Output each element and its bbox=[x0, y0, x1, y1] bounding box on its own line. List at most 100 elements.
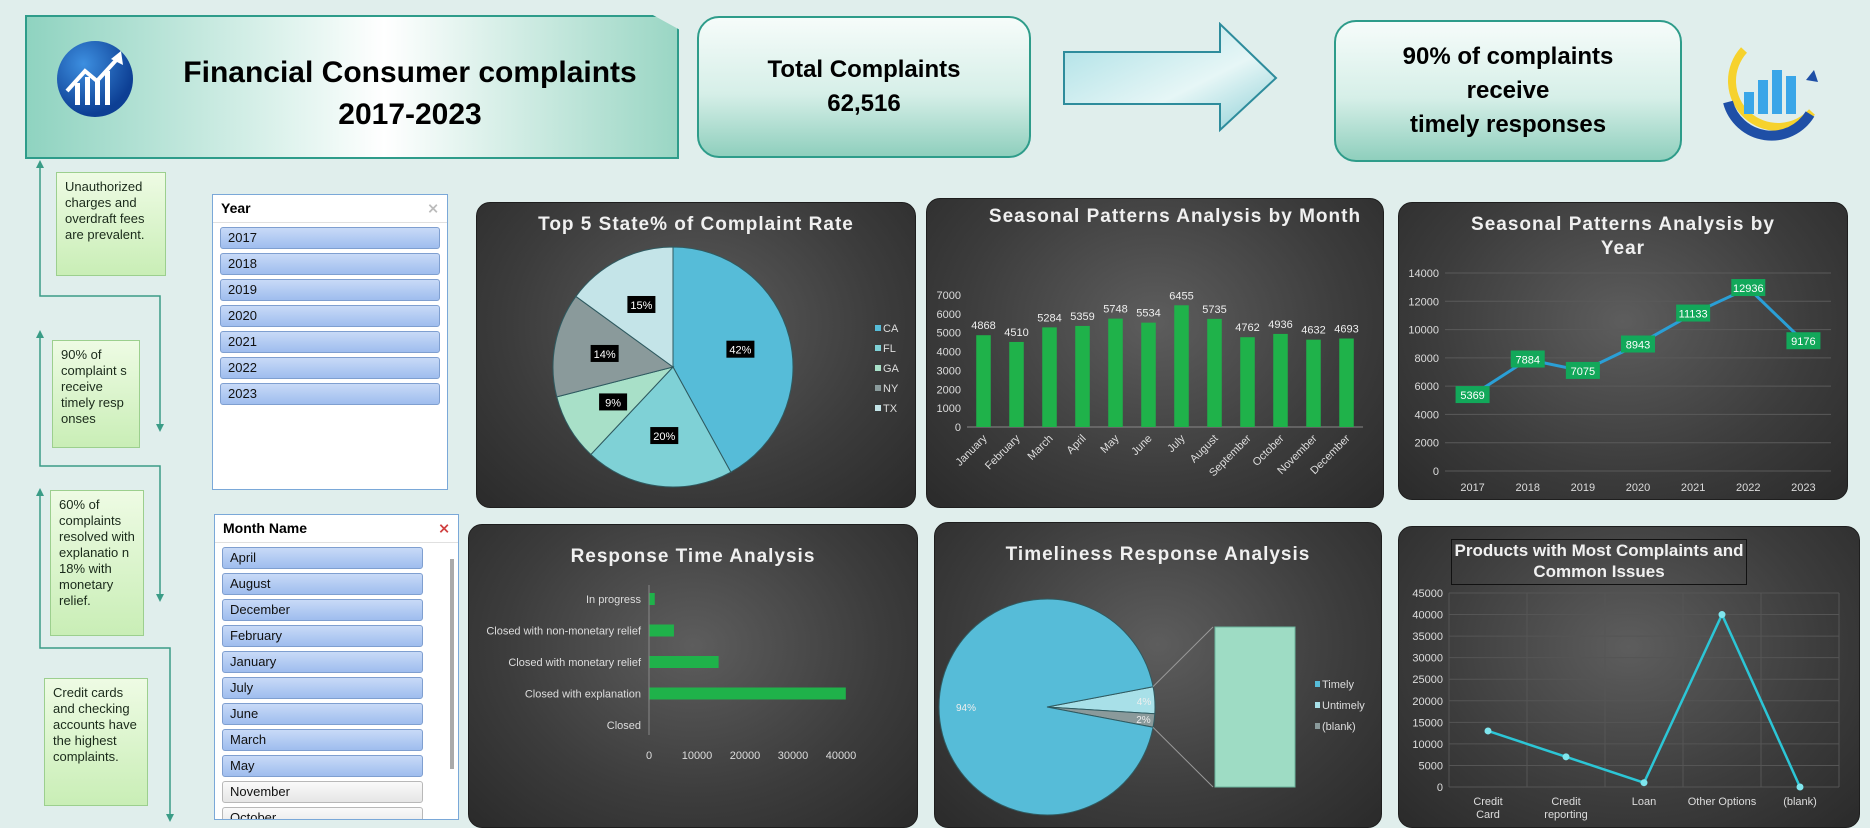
legend-entry: Untimely bbox=[1322, 700, 1365, 712]
bar bbox=[1339, 338, 1354, 427]
point-data-label: 9176 bbox=[1791, 336, 1815, 348]
point-data-label: 11133 bbox=[1679, 309, 1708, 321]
bar bbox=[1174, 305, 1189, 427]
timeliness-chart: 4% 2% 94% Timely Untimely (blank) bbox=[938, 598, 1365, 816]
year-slicer-item[interactable]: 2022 bbox=[220, 357, 440, 379]
year-slicer-item[interactable]: 2019 bbox=[220, 279, 440, 301]
y-tick-label: 45000 bbox=[1412, 588, 1443, 600]
month-slicer-scrollbar[interactable] bbox=[450, 559, 454, 769]
point-label-box bbox=[1676, 304, 1711, 322]
secondary-bar bbox=[1214, 626, 1296, 788]
y-tick-label: 6000 bbox=[937, 309, 961, 321]
bar bbox=[1207, 318, 1222, 427]
state-pie-panel: Top 5 State% of Complaint Rate 42% 20% 9% 1… bbox=[476, 202, 916, 508]
point-data-label: 7075 bbox=[1571, 366, 1595, 378]
clear-filter-icon[interactable]: ⨯ bbox=[438, 520, 450, 536]
x-tick-label: (blank) bbox=[1783, 796, 1817, 808]
x-tick-label: 2021 bbox=[1681, 482, 1705, 494]
y-tick-label: 14000 bbox=[1408, 268, 1439, 280]
point-data-label: 5369 bbox=[1460, 390, 1484, 402]
bar bbox=[649, 687, 846, 700]
pie-slice-ca bbox=[672, 246, 794, 473]
x-tick-label: 2022 bbox=[1736, 482, 1760, 494]
year-slicer-item[interactable]: 2021 bbox=[220, 331, 440, 353]
month-slicer-item[interactable]: April bbox=[222, 547, 423, 569]
month-slicer-item[interactable]: February bbox=[222, 625, 423, 647]
legend-entry-fl: FL bbox=[883, 343, 896, 355]
month-slicer-items: April August December February January July Ju… bbox=[215, 547, 430, 819]
bar bbox=[649, 593, 655, 605]
pie-data-label: 14% bbox=[594, 349, 616, 361]
y-tick-label: 0 bbox=[1433, 466, 1439, 478]
month-slicer-item[interactable]: August bbox=[222, 573, 423, 595]
y-tick-label: 2000 bbox=[937, 384, 961, 396]
y-tick-label: 4000 bbox=[1415, 409, 1439, 421]
year-slicer-items: 2017 2018 2019 2020 2021 2022 2023 bbox=[213, 227, 447, 405]
pie-data-label-box bbox=[599, 393, 628, 411]
year-slicer-item[interactable]: 2020 bbox=[220, 305, 440, 327]
growth-chart-logo-icon bbox=[57, 41, 133, 117]
bar-data-label: 4632 bbox=[1301, 325, 1325, 337]
bar-data-label: 5284 bbox=[1037, 312, 1061, 324]
year-slicer: Year ⨯ 2017 2018 2019 2020 2021 2022 2023 bbox=[212, 194, 448, 490]
total-complaints-label: Total Complaints bbox=[767, 56, 961, 83]
clear-filter-icon[interactable]: ⨯ bbox=[427, 200, 439, 216]
y-tick-label: 5000 bbox=[1419, 760, 1443, 772]
legend-marker bbox=[1315, 723, 1320, 729]
x-tick-label: Credit bbox=[1551, 796, 1580, 808]
legend-entry-ca: CA bbox=[883, 323, 899, 335]
x-tick-label: Card bbox=[1476, 809, 1500, 821]
pie-data-label-box bbox=[590, 344, 619, 362]
bar-data-label: 4936 bbox=[1268, 319, 1292, 331]
y-tick-label: 10000 bbox=[1408, 325, 1439, 337]
year-slicer-item[interactable]: 2018 bbox=[220, 253, 440, 275]
month-slicer-item[interactable]: October bbox=[222, 807, 423, 819]
pie-data-label: 2% bbox=[1136, 715, 1151, 726]
month-slicer: Month Name ⨯ April August December February… bbox=[214, 514, 459, 820]
month-slicer-item[interactable]: May bbox=[222, 755, 423, 777]
x-tick-label: 2017 bbox=[1460, 482, 1484, 494]
month-bar-panel: Seasonal Patterns Analysis by Month 0 100… bbox=[926, 198, 1384, 508]
timely-line-3: timely responses bbox=[1409, 111, 1607, 138]
x-tick-label: July bbox=[1165, 432, 1188, 455]
month-slicer-item[interactable]: November bbox=[222, 781, 423, 803]
month-slicer-item[interactable]: March bbox=[222, 729, 423, 751]
x-tick-label: 30000 bbox=[778, 750, 809, 762]
x-tick-label: reporting bbox=[1544, 809, 1587, 821]
x-tick-label: Other Options bbox=[1688, 796, 1757, 808]
legend-entry-ny: NY bbox=[883, 383, 899, 395]
pie-data-label-box bbox=[627, 295, 656, 313]
bar-data-label: 5359 bbox=[1070, 311, 1094, 323]
year-line-chart: 0 2000 4000 6000 8000 10000 12000 14000 5369 2017… bbox=[1408, 268, 1831, 494]
bar bbox=[1108, 318, 1123, 427]
month-slicer-item[interactable]: December bbox=[222, 599, 423, 621]
bar bbox=[976, 335, 991, 427]
dashboard-title-banner: Financial Consumer complaints 2017-2023 bbox=[25, 15, 679, 159]
legend-marker bbox=[1315, 681, 1320, 687]
point-data-label: 7884 bbox=[1515, 354, 1539, 366]
response-time-chart: In progress Closed with non-monetary reli… bbox=[486, 585, 856, 762]
category-label: Closed with non-monetary relief bbox=[486, 626, 642, 638]
y-tick-label: 15000 bbox=[1412, 717, 1443, 729]
y-tick-label: 20000 bbox=[1412, 696, 1443, 708]
response-time-panel: Response Time Analysis In progress Closed… bbox=[468, 524, 918, 828]
month-slicer-item[interactable]: July bbox=[222, 677, 423, 699]
pie-slice-timely bbox=[938, 598, 1154, 816]
x-tick-label: August bbox=[1188, 433, 1221, 466]
insight-note-1: Unauthorized charges and overdraft fees … bbox=[56, 172, 166, 276]
legend-marker bbox=[875, 385, 881, 391]
month-slicer-item[interactable]: January bbox=[222, 651, 423, 673]
year-slicer-item[interactable]: 2023 bbox=[220, 383, 440, 405]
bar bbox=[1075, 325, 1090, 427]
y-tick-label: 2000 bbox=[1415, 438, 1439, 450]
title-line-2: 2017-2023 bbox=[338, 98, 482, 131]
pie-data-label: 20% bbox=[653, 431, 675, 443]
y-tick-label: 7000 bbox=[937, 290, 961, 302]
month-slicer-item[interactable]: June bbox=[222, 703, 423, 725]
year-slicer-header: Year ⨯ bbox=[213, 195, 447, 223]
legend-marker bbox=[875, 325, 881, 331]
x-tick-label: Credit bbox=[1473, 796, 1502, 808]
timely-line-1: 90% of complaints bbox=[1402, 43, 1614, 70]
year-slicer-item[interactable]: 2017 bbox=[220, 227, 440, 249]
pie-data-label-box bbox=[726, 340, 755, 358]
